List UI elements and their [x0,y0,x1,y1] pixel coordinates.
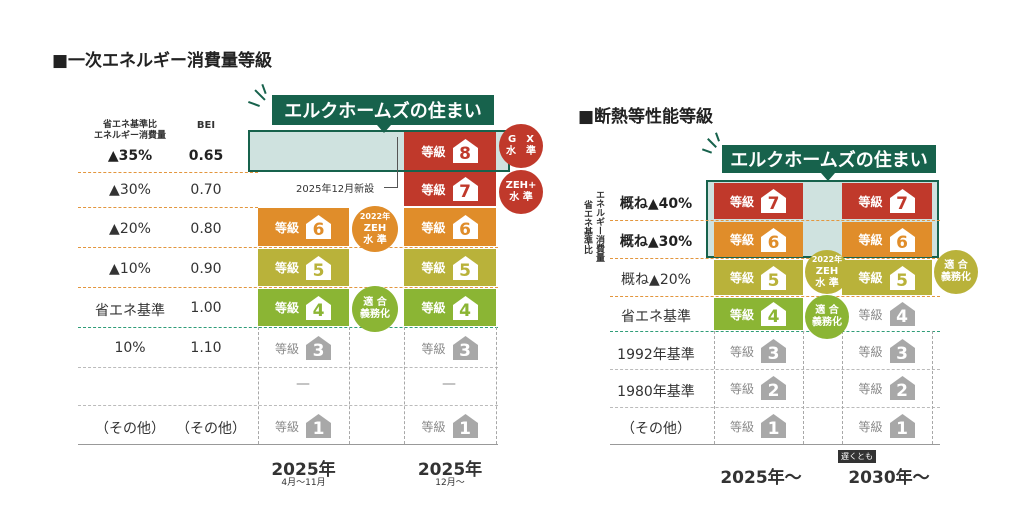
right-col2-grade5: 等級 5 [842,260,932,295]
left-col2-grade1: 等級 1 [404,408,496,444]
right-row-2: 概ね▲20% [621,272,691,288]
left-col2-grade4: 等級 4 [404,289,496,326]
left-col2-grade3: 等級 3 [404,330,496,366]
right-section-title: ■断熱等性能等級 [578,107,714,127]
left-row-ratio-7: （その他） [95,421,165,437]
right-col2-grade1: 等級 1 [842,409,932,443]
right-col2-grade4: 等級 4 [842,298,932,330]
header-ratio-line1: 省エネ基準比 [102,120,157,130]
left-year2: 2025年 [417,460,483,480]
left-section-title: ■一次エネルギー消費量等級 [52,51,273,71]
left-row-bei-1: 0.70 [190,182,222,198]
left-col1-grade1: 等級 1 [258,408,349,444]
left-header-ratio: 省エネ基準比 エネルギー消費量 [88,120,172,142]
left-row-bei-7: （その他） [176,421,246,437]
right-badge-mandatory2: 適 合 義務化 [934,250,978,294]
left-badge-mandatory: 適 合 義務化 [352,286,398,332]
right-col1-grade2: 等級 2 [714,371,803,405]
right-row-0: 概ね▲40% [619,196,693,212]
left-col2-grade7: 等級 7 [404,172,496,206]
right-row-4: 1992年基準 [617,347,695,363]
right-col1-grade6: 等級 6 [714,222,803,257]
left-row-ratio-1: ▲30% [109,182,151,198]
right-col1-grade3: 等級 3 [714,334,803,368]
right-col1-grade7: 等級 7 [714,183,803,219]
left-row-bei-5: 1.10 [190,340,222,356]
left-header-bei: BEI [196,120,216,131]
right-side-label-1: 省エネ基準比 [582,200,592,254]
right-row-5: 1980年基準 [617,384,695,400]
left-col2-dash: — [442,376,456,392]
left-badge-zeh: 2022年 ZEH 水 準 [352,206,398,252]
left-row-ratio-5: 10% [114,340,146,356]
right-col2-grade7: 等級 7 [842,183,932,219]
left-year1: 2025年 [271,460,336,480]
right-year2: 2030年〜 [848,468,930,488]
left-row-bei-2: 0.80 [190,221,222,237]
left-row-ratio-4: 省エネ基準 [95,303,165,319]
right-col1-grade1: 等級 1 [714,409,803,443]
left-year2-sub: 12月〜 [435,478,465,488]
header-ratio-line2: エネルギー消費量 [93,131,166,141]
left-col2-grade5: 等級 5 [404,249,496,286]
left-col2-grade8: 等級 8 [404,132,496,170]
right-col1-grade5: 等級 5 [714,260,803,295]
left-banner: エルクホームズの住まい [272,95,494,125]
left-row-bei-0: 0.65 [188,148,224,164]
left-year1-sub: 4月〜11月 [281,478,326,488]
right-row-1: 概ね▲30% [619,234,693,250]
right-badge-zeh: 2022年 ZEH 水 準 [805,250,849,294]
left-new-setting-label: 2025年12月新設 [296,184,375,195]
left-row-ratio-3: ▲10% [109,261,151,277]
left-col1-grade4: 等級 4 [258,289,349,326]
right-col2-grade3: 等級 3 [842,334,932,368]
right-row-3: 省エネ基準 [621,309,691,325]
right-side-label-2: エネルギー消費量 [594,190,604,262]
left-col1-grade3: 等級 3 [258,330,349,366]
right-year1: 2025年〜 [720,468,802,488]
left-col1-grade6: 等級 6 [258,208,349,246]
right-col2-grade6: 等級 6 [842,222,932,257]
right-col1-grade4: 等級 4 [714,298,803,330]
right-year-tag: 遅くとも [838,450,876,463]
right-badge-mandatory: 適 合 義務化 [805,295,849,339]
left-row-ratio-2: ▲20% [109,221,151,237]
right-banner: エルクホームズの住まい [722,145,936,173]
left-col2-grade6: 等級 6 [404,208,496,246]
left-col1-dash: — [296,376,310,392]
left-badge-zehplus: ZEH+ 水 準 [499,170,543,214]
left-row-ratio-0: ▲35% [107,148,153,164]
right-row-6: （その他） [621,421,691,437]
right-col2-grade2: 等級 2 [842,371,932,405]
left-row-bei-4: 1.00 [190,300,222,316]
left-row-bei-3: 0.90 [190,261,222,277]
left-col1-grade5: 等級 5 [258,249,349,286]
